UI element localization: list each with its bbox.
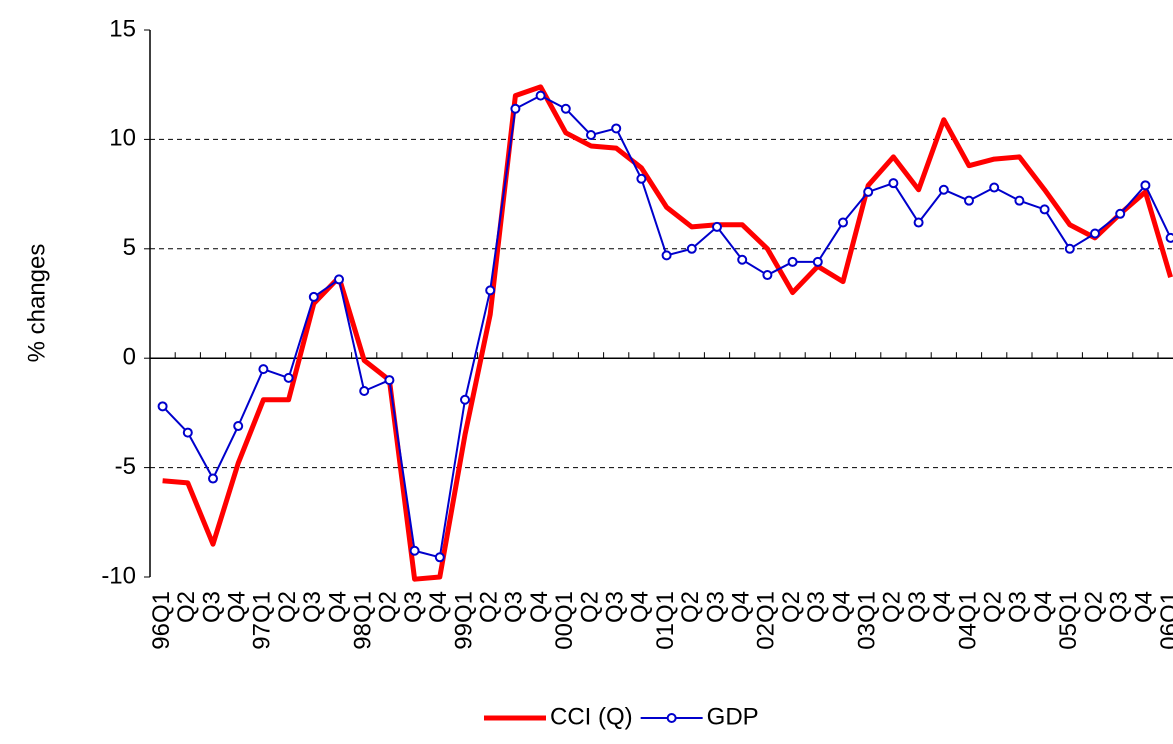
data-point <box>737 254 748 265</box>
y-tick-label: 15 <box>109 15 136 42</box>
x-tick-label: Q4 <box>627 591 654 623</box>
data-point <box>611 123 622 134</box>
data-point <box>485 285 496 296</box>
x-tick-label: Q4 <box>929 591 956 623</box>
data-point <box>913 217 924 228</box>
data-point <box>888 178 899 189</box>
x-tick-label: 99Q1 <box>450 591 477 650</box>
data-point <box>938 184 949 195</box>
x-tick-label: Q3 <box>198 591 225 623</box>
x-tick-label: Q4 <box>828 591 855 623</box>
x-tick-label: Q2 <box>375 591 402 623</box>
data-point <box>964 195 974 206</box>
data-point <box>1064 243 1075 254</box>
data-point <box>409 545 420 556</box>
data-point <box>863 186 874 197</box>
y-tick-label: -5 <box>115 453 136 480</box>
data-point <box>1140 180 1151 191</box>
data-point <box>510 103 521 114</box>
x-tick-label: Q3 <box>400 591 427 623</box>
x-tick-label: Q2 <box>476 591 503 623</box>
x-tick-label: 06Q1 <box>1156 591 1173 650</box>
y-tick-label: 0 <box>123 344 136 371</box>
x-tick-label: 96Q1 <box>148 591 175 650</box>
legend-label: GDP <box>707 703 759 730</box>
data-point <box>1115 208 1126 219</box>
x-tick-label: Q2 <box>980 591 1007 623</box>
data-point <box>535 90 546 101</box>
data-point <box>712 221 722 232</box>
data-point <box>384 375 395 386</box>
y-tick-label: 5 <box>123 234 136 261</box>
data-point <box>157 401 168 412</box>
data-point <box>434 552 445 563</box>
x-tick-label: Q2 <box>879 591 906 623</box>
x-tick-label: Q4 <box>1131 591 1158 623</box>
x-tick-label: 00Q1 <box>551 591 578 650</box>
data-point <box>334 274 344 285</box>
x-tick-label: 05Q1 <box>1055 591 1082 650</box>
data-point <box>1014 195 1025 206</box>
x-tick-label: Q2 <box>677 591 704 623</box>
data-point <box>686 243 697 254</box>
x-tick-label: Q4 <box>324 591 351 623</box>
x-tick-label: Q2 <box>173 591 200 623</box>
x-tick-label: Q3 <box>299 591 326 623</box>
data-point <box>586 130 596 141</box>
data-point <box>812 256 823 267</box>
x-tick-label: 04Q1 <box>954 591 981 650</box>
x-tick-label: Q4 <box>425 591 452 623</box>
legend-marker <box>666 713 677 723</box>
data-point <box>460 394 470 405</box>
y-tick-label: -10 <box>101 562 136 589</box>
x-tick-label: Q4 <box>728 591 755 623</box>
series-line <box>161 94 1172 559</box>
legend-label: CCI (Q) <box>550 703 633 730</box>
x-tick-label: 02Q1 <box>753 591 780 650</box>
data-point <box>182 427 193 438</box>
x-tick-label: 97Q1 <box>249 591 276 650</box>
x-tick-label: 98Q1 <box>350 591 377 650</box>
x-tick-label: 01Q1 <box>652 591 679 650</box>
x-tick-label: Q3 <box>904 591 931 623</box>
x-tick-label: Q3 <box>803 591 830 623</box>
data-point <box>308 291 319 302</box>
y-axis-label: % changes <box>23 244 50 363</box>
data-point <box>989 182 1000 193</box>
data-point <box>258 364 269 375</box>
x-tick-label: Q2 <box>1080 591 1107 623</box>
data-point <box>233 421 244 432</box>
data-point <box>661 250 672 261</box>
data-point <box>636 173 647 184</box>
data-point <box>838 217 848 228</box>
x-tick-label: 03Q1 <box>854 591 881 650</box>
data-point <box>1090 228 1100 239</box>
data-point <box>283 372 294 383</box>
x-tick-label: Q2 <box>778 591 805 623</box>
x-tick-label: Q2 <box>274 591 301 623</box>
data-point <box>1039 204 1050 215</box>
x-tick-label: Q4 <box>224 591 251 623</box>
data-point <box>208 473 218 484</box>
x-tick-label: Q4 <box>1030 591 1057 623</box>
data-point <box>560 103 571 114</box>
x-tick-label: Q4 <box>526 591 553 623</box>
series-line <box>162 84 1173 582</box>
x-tick-label: Q3 <box>1106 591 1133 623</box>
data-point <box>359 386 370 397</box>
data-point <box>762 270 773 281</box>
data-point <box>1165 232 1173 243</box>
data-point <box>787 256 798 267</box>
x-tick-label: Q3 <box>602 591 629 623</box>
x-tick-label: Q3 <box>501 591 528 623</box>
y-tick-label: 10 <box>109 125 136 152</box>
x-tick-label: Q3 <box>1005 591 1032 623</box>
x-tick-label: Q2 <box>576 591 603 623</box>
x-tick-label: Q3 <box>702 591 729 623</box>
